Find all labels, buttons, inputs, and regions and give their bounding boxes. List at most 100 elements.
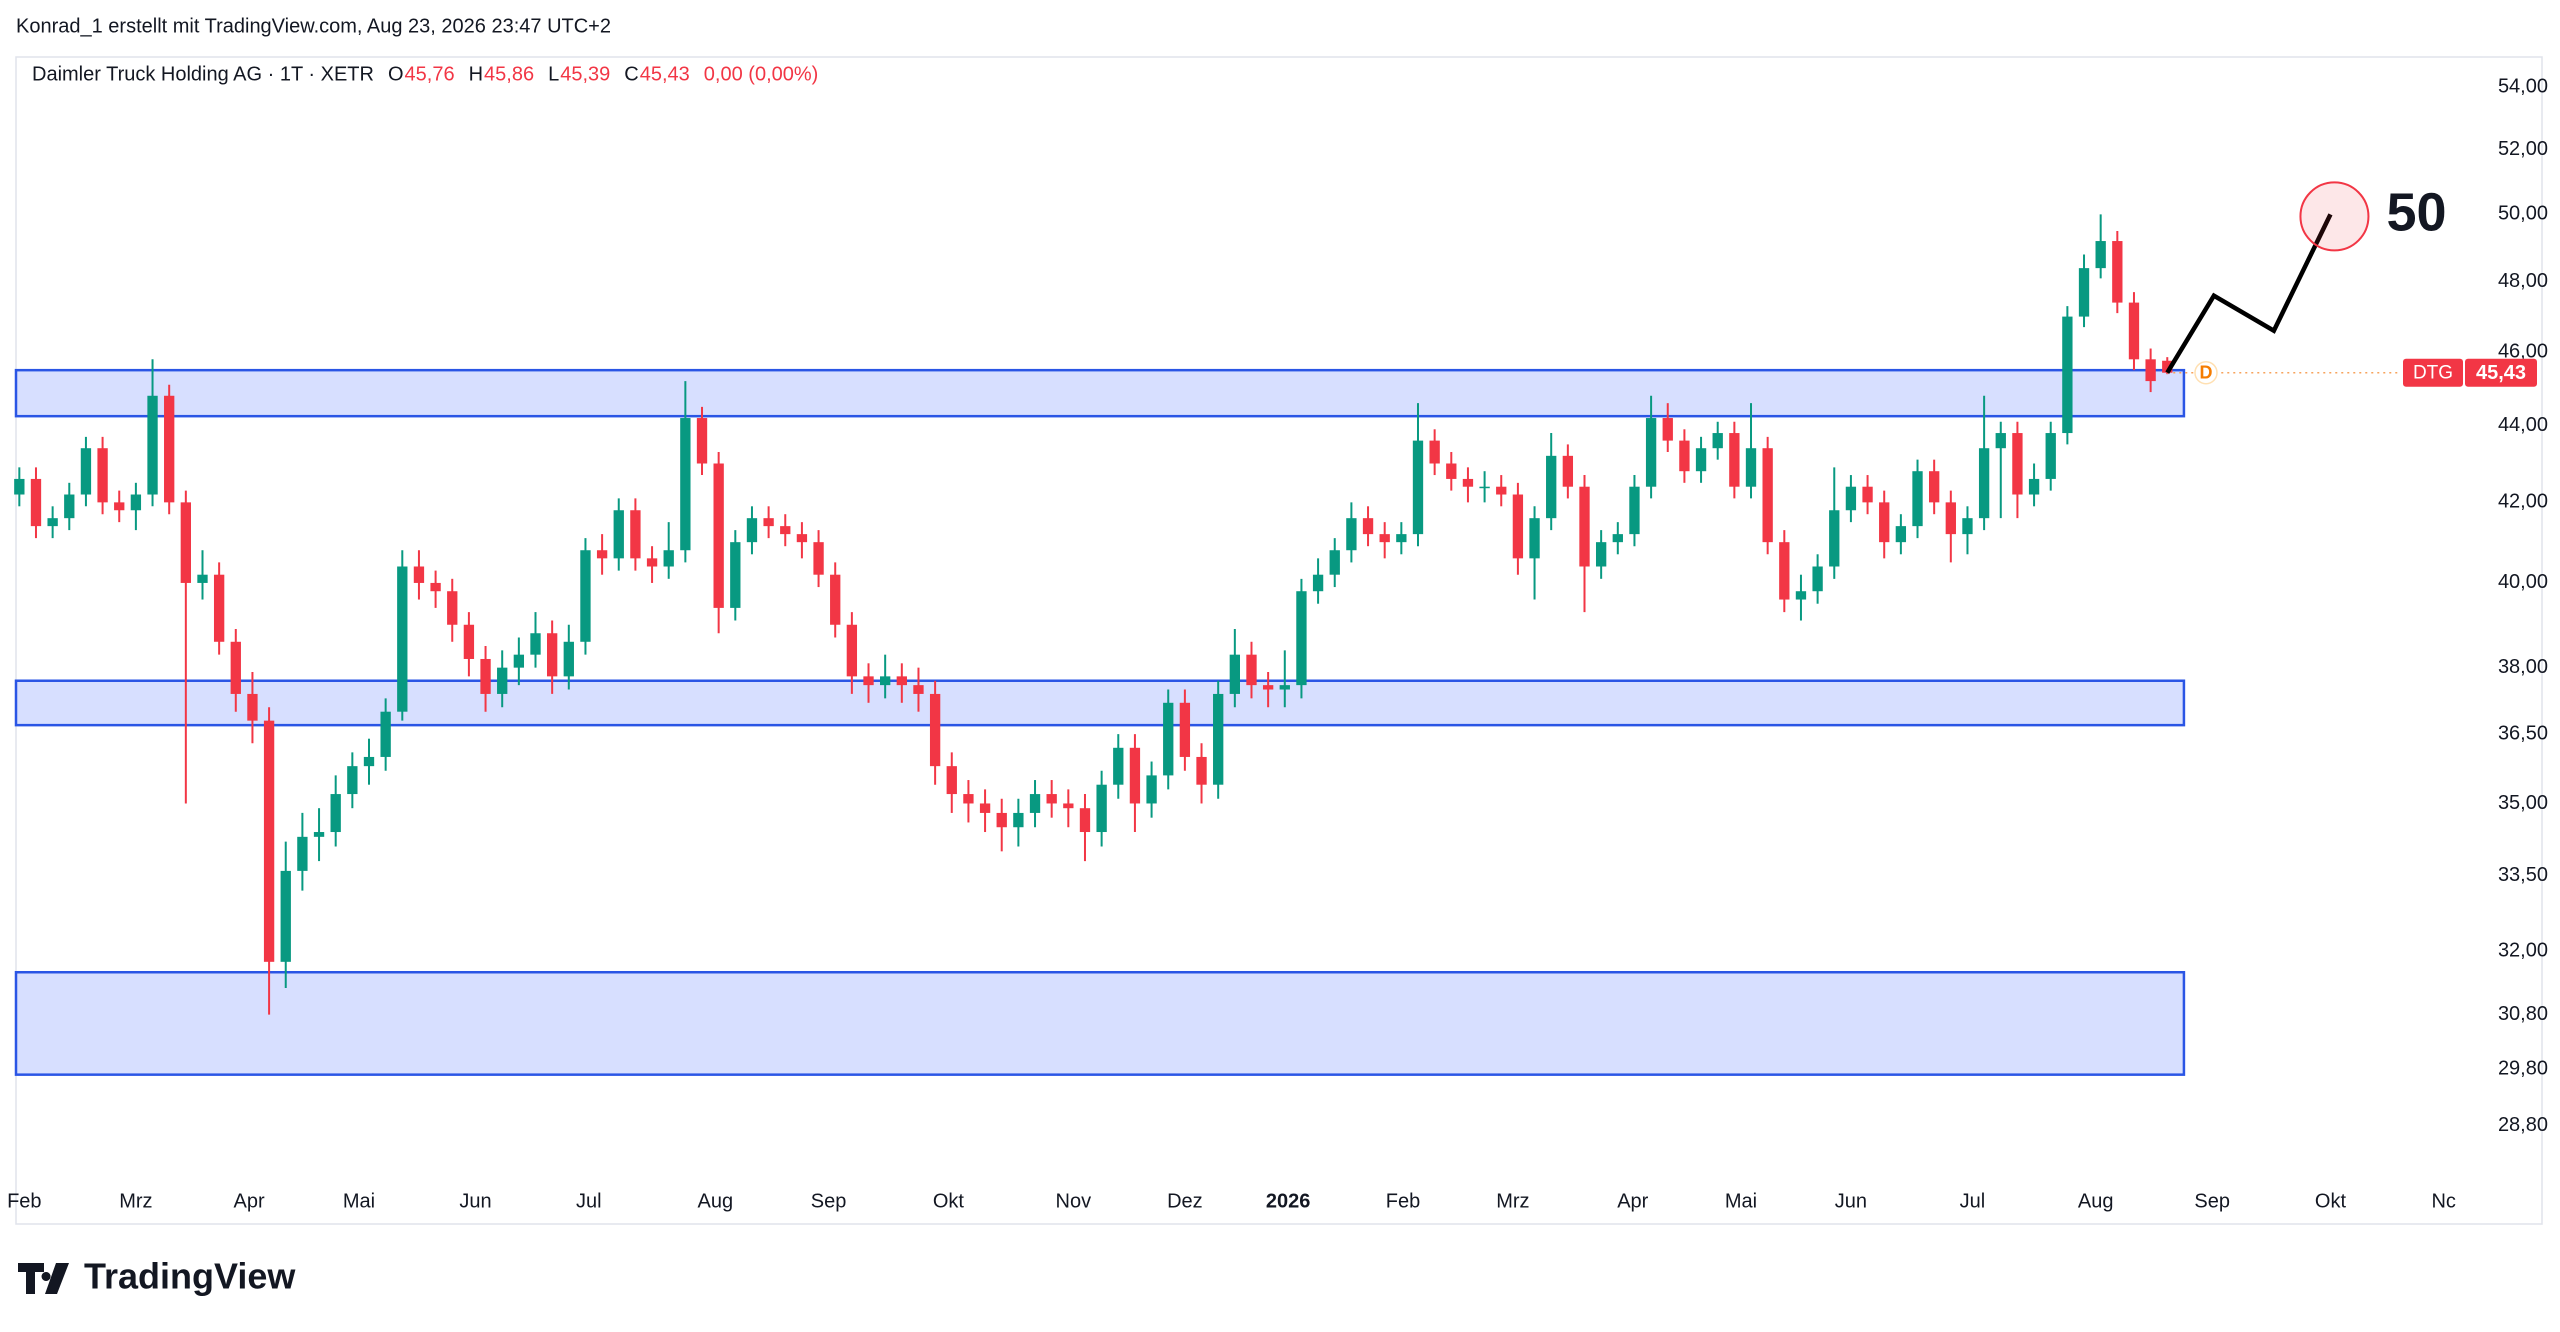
x-tick-label: Mai (1725, 1190, 1757, 1212)
candle-body (546, 633, 558, 677)
candle-body (880, 676, 891, 686)
candle-body (430, 582, 441, 592)
candle-body (1462, 478, 1474, 487)
candle-body (280, 870, 291, 962)
candle-body (2145, 359, 2156, 382)
candle-body (1046, 794, 1057, 804)
candle-body (2128, 302, 2140, 360)
candle-body (963, 794, 974, 804)
candle-body (380, 711, 391, 757)
x-tick-label: Jul (1960, 1190, 1986, 1212)
candle-body (513, 654, 525, 668)
header: Konrad_1 erstellt mit TradingView.com, A… (16, 15, 611, 37)
candle-body (1629, 486, 1640, 535)
price-tag-label: 45,43 (2476, 362, 2526, 384)
candle-body (663, 550, 674, 567)
candle-body (2078, 268, 2090, 317)
candle-body (1329, 550, 1340, 575)
legend-key: H (469, 63, 483, 85)
x-tick-label: Mrz (119, 1190, 152, 1212)
candle-body (830, 574, 841, 625)
candle-body (979, 803, 991, 813)
y-tick-label: 33,50 (2498, 864, 2548, 886)
price-tag-symbol-bg (2403, 358, 2463, 387)
candle-body (1396, 534, 1407, 543)
candle-body (1213, 693, 1224, 785)
candle-body (64, 494, 75, 519)
x-tick-label: Feb (7, 1190, 41, 1212)
x-tick-label: Dez (1167, 1190, 1203, 1212)
x-tick-label: Sep (811, 1190, 847, 1212)
candle-body (14, 478, 25, 495)
brand: TradingView (18, 1256, 296, 1297)
chart-frame (15, 56, 2543, 1225)
candle-body (730, 542, 741, 608)
candles (14, 214, 2173, 1015)
candle-body (1013, 812, 1024, 828)
candle-body (1595, 542, 1607, 567)
candle-body (2045, 433, 2056, 479)
price-tag-symbol: DTG (2413, 363, 2453, 384)
x-tick-label: Nc (2431, 1190, 2455, 1212)
candle-body (1579, 486, 1590, 567)
candle-body (30, 478, 42, 527)
candle-body (2062, 316, 2073, 434)
candle-body (1079, 808, 1091, 833)
candle-body (313, 832, 325, 837)
candle-body (1163, 702, 1174, 776)
x-tick-label: 2026 (1266, 1190, 1311, 1212)
legend-key: C (624, 63, 638, 85)
x-tick-label: Okt (933, 1190, 965, 1212)
candle-body (80, 448, 92, 495)
candle-body (147, 395, 158, 495)
candle-body (1179, 702, 1191, 757)
candle-body (1612, 534, 1623, 543)
candle-body (630, 510, 641, 559)
candle-body (2112, 241, 2123, 303)
candle-body (2095, 241, 2106, 269)
zone (14, 679, 2186, 727)
y-tick-label: 38,00 (2498, 656, 2548, 678)
candle-body (1879, 502, 1890, 543)
candle-body (164, 395, 175, 503)
x-tick-label: Okt (2315, 1190, 2347, 1212)
legend-value: 45,43 (640, 63, 690, 85)
candle-body (1412, 440, 1424, 535)
candle-body (413, 566, 425, 583)
candle-body (1845, 486, 1857, 511)
candle-body (47, 518, 58, 527)
candle-body (1929, 471, 1940, 503)
candle-body (1346, 518, 1357, 551)
candle-body (613, 510, 624, 559)
price-tag-bg (2465, 358, 2537, 387)
candle-body (397, 566, 408, 712)
candle-body (913, 685, 924, 694)
target-label: 50 (2386, 183, 2446, 243)
x-tick-label: Sep (2194, 1190, 2230, 1212)
candle-body (1113, 747, 1124, 785)
candle-body (330, 794, 341, 833)
candle-body (1146, 775, 1157, 804)
candle-body (197, 574, 208, 583)
candle-body (763, 518, 774, 527)
candle-body (1479, 486, 1490, 489)
candle-body (1895, 526, 1907, 543)
candle-body (1279, 685, 1290, 690)
candle-body (596, 550, 608, 559)
candle-body (1562, 455, 1574, 487)
x-tick-label: Feb (1386, 1190, 1420, 1212)
candle-body (1262, 685, 1274, 690)
candle-body (1829, 510, 1840, 567)
y-tick-label: 36,50 (2498, 722, 2548, 744)
candle-body (347, 766, 358, 795)
x-tick-label: Jul (576, 1190, 602, 1212)
candle-body (680, 418, 691, 551)
candle-body (946, 766, 957, 795)
candle-body (1446, 463, 1457, 479)
dividend-marker: D (2200, 362, 2213, 382)
candle-body (447, 591, 458, 625)
x-tick-label: Jun (1835, 1190, 1867, 1212)
candle-body (1196, 756, 1207, 785)
